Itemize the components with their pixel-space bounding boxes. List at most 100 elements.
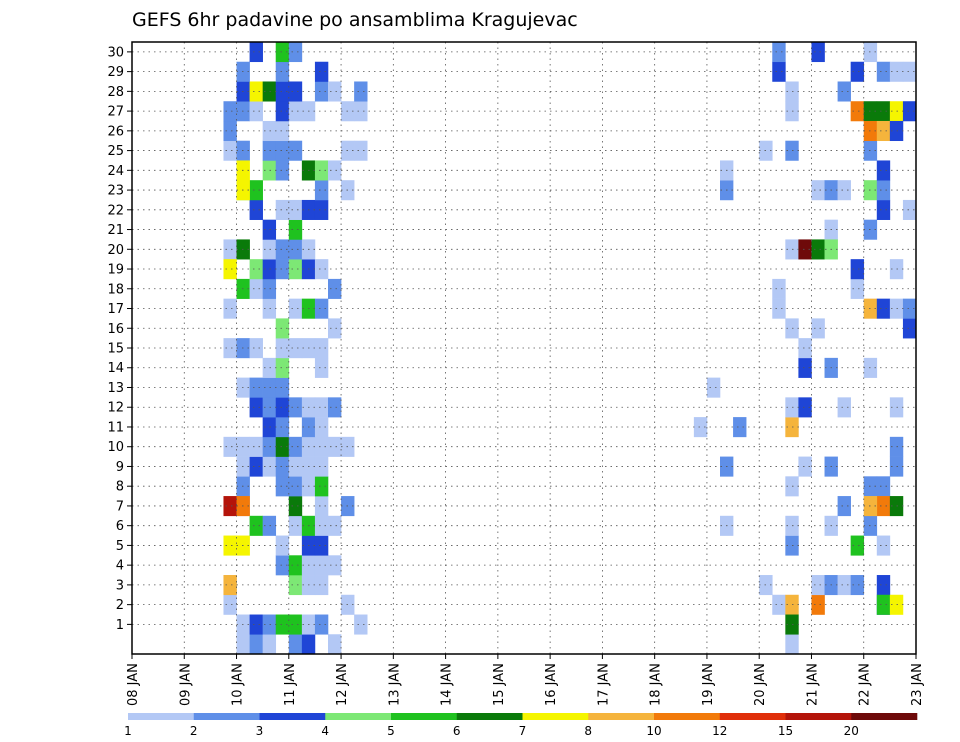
heatmap-cell — [837, 496, 851, 517]
heatmap-cell — [328, 515, 342, 536]
heatmap-cell — [262, 377, 277, 398]
heatmap-cell — [262, 357, 277, 378]
heatmap-cell — [262, 219, 277, 240]
heatmap-cell — [249, 634, 263, 655]
heatmap-cell — [811, 318, 825, 339]
heatmap-cell — [328, 555, 342, 576]
heatmap-cell — [876, 298, 891, 319]
heatmap-cell — [706, 377, 721, 398]
y-tick-label: 5 — [116, 539, 124, 554]
heatmap-cell — [314, 298, 329, 319]
y-tick-label: 8 — [116, 480, 124, 495]
y-tick-label: 18 — [107, 282, 124, 297]
heatmap-cell — [249, 180, 263, 201]
heatmap-cell — [288, 436, 303, 457]
heatmap-cell — [837, 180, 851, 201]
heatmap-cell — [328, 634, 342, 655]
heatmap-cell — [288, 219, 303, 240]
x-tick-label: 13 JAN — [387, 663, 402, 706]
colorbar-swatch — [654, 713, 721, 720]
heatmap-cell — [837, 397, 851, 418]
heatmap-cell — [223, 140, 237, 161]
heatmap-cell — [876, 535, 891, 556]
heatmap-cell — [288, 555, 303, 576]
heatmap-cell — [223, 338, 237, 359]
heatmap-cell — [314, 160, 329, 181]
colorbar-swatch — [259, 713, 326, 720]
colorbar-swatch — [325, 713, 392, 720]
heatmap-cell — [811, 180, 825, 201]
heatmap-cell — [693, 417, 708, 438]
heatmap-cell — [249, 81, 263, 102]
y-tick-label: 16 — [107, 322, 124, 337]
y-tick-label: 11 — [107, 420, 124, 435]
heatmap-cell — [811, 575, 825, 596]
heatmap-cell — [288, 634, 303, 655]
colorbar-label: 5 — [387, 724, 395, 738]
colorbar-swatch — [522, 713, 589, 720]
heatmap-cell — [772, 42, 786, 63]
heatmap-cell — [262, 259, 277, 280]
heatmap-cell — [275, 160, 290, 181]
heatmap-cell — [876, 160, 891, 181]
heatmap-cell — [354, 614, 368, 635]
heatmap-cell — [249, 338, 263, 359]
y-tick-label: 10 — [107, 440, 124, 455]
heatmap-cell — [850, 278, 865, 299]
x-tick-label: 12 JAN — [335, 663, 350, 706]
heatmap-cell — [902, 318, 917, 339]
x-tick-label: 22 JAN — [858, 663, 873, 706]
y-tick-label: 21 — [107, 223, 124, 238]
y-tick-label: 12 — [107, 401, 124, 416]
heatmap-cell — [301, 634, 316, 655]
x-tick-label: 18 JAN — [649, 663, 664, 706]
heatmap-cell — [314, 476, 329, 497]
heatmap-cell — [811, 594, 825, 615]
y-tick-label: 25 — [107, 144, 124, 159]
x-tick-label: 17 JAN — [596, 663, 611, 706]
heatmap-cell — [837, 575, 851, 596]
heatmap-cell — [288, 140, 303, 161]
y-tick-label: 3 — [116, 578, 124, 593]
y-tick-label: 17 — [107, 302, 124, 317]
colorbar-label: 4 — [321, 724, 329, 738]
y-tick-label: 9 — [116, 460, 124, 475]
x-tick-label: 20 JAN — [753, 663, 768, 706]
heatmap-cell — [314, 81, 329, 102]
heatmap-cell — [288, 476, 303, 497]
heatmap-cell — [275, 535, 290, 556]
heatmap-cell — [249, 436, 263, 457]
heatmap-cell — [262, 515, 277, 536]
heatmap-cell — [262, 239, 277, 260]
heatmap-cell — [354, 140, 368, 161]
heatmap-cell — [275, 101, 290, 122]
colorbar-label: 6 — [453, 724, 461, 738]
heatmap-cell — [328, 436, 342, 457]
heatmap-cell — [275, 357, 290, 378]
heatmap-cell — [249, 377, 263, 398]
y-tick-label: 20 — [107, 243, 124, 258]
heatmap-cell — [314, 61, 329, 82]
heatmap-cell — [275, 199, 290, 220]
colorbar-swatch — [719, 713, 786, 720]
heatmap-cell — [288, 239, 303, 260]
heatmap-cell — [249, 397, 263, 418]
heatmap-cell — [798, 338, 812, 359]
heatmap-cell — [798, 357, 812, 378]
colorbar: 1 2 3 4 5 6 7 8 10 12 15 20 — [124, 713, 918, 738]
x-tick-label: 23 JAN — [910, 663, 925, 706]
heatmap-cell — [314, 555, 329, 576]
heatmap-cell — [798, 397, 812, 418]
heatmap-cell — [314, 397, 329, 418]
x-tick-label: 11 JAN — [283, 663, 298, 706]
heatmap-cell — [288, 515, 303, 536]
colorbar-swatch — [193, 713, 260, 720]
heatmap-cell — [275, 436, 290, 457]
heatmap-cell — [249, 42, 263, 63]
heatmap-cell — [223, 101, 237, 122]
y-tick-label: 1 — [116, 618, 124, 633]
y-tick-label: 4 — [116, 559, 124, 574]
heatmap-cell — [772, 61, 786, 82]
grid-lines — [132, 42, 916, 654]
